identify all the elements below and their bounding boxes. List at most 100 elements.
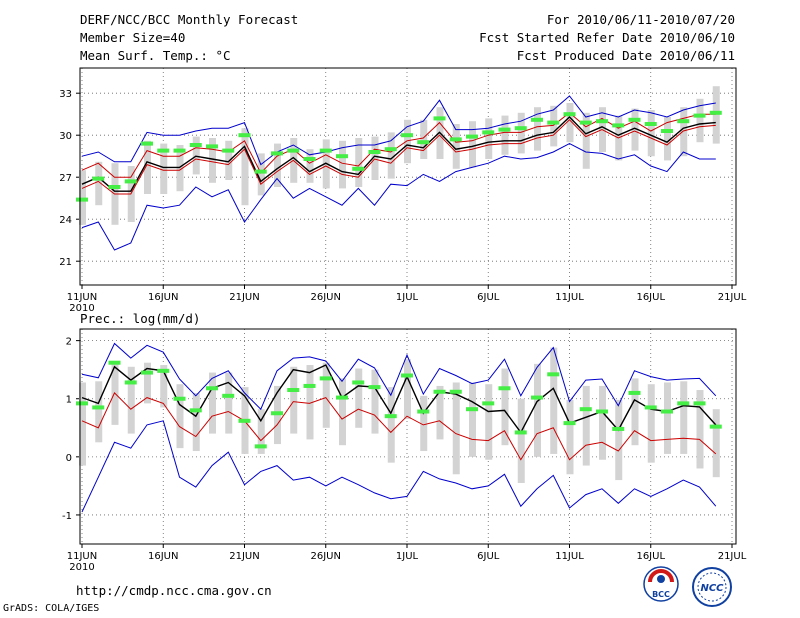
x-tick-label: 1JUL — [396, 551, 419, 562]
observed-marker — [124, 179, 137, 184]
observed-marker — [709, 424, 722, 429]
precipitation-panel: -1 0 1 2 11JUN 16JUN 21JUN 26JUN 1JUL 6JUL 11JUL 16… — [62, 328, 747, 573]
spread-box — [517, 398, 525, 483]
y-tick-label: 33 — [59, 89, 72, 100]
spread-box — [452, 382, 460, 475]
spread-box — [225, 372, 233, 434]
plot-frame — [79, 328, 737, 545]
observed-marker — [563, 421, 576, 426]
observed-marker — [661, 129, 673, 133]
observed-marker — [628, 117, 641, 122]
x-tick-label: 6JUL — [477, 551, 500, 562]
spread-box — [95, 381, 103, 443]
observed-marker — [141, 370, 153, 375]
observed-marker — [157, 148, 170, 153]
spread-box — [680, 381, 688, 454]
spread-box — [371, 136, 379, 180]
observed-marker — [384, 147, 397, 152]
min-line — [81, 420, 717, 513]
spread-box — [647, 384, 655, 463]
spread-box — [160, 365, 168, 408]
chart-title: DERF/NCC/BCC Monthly Forecast — [80, 12, 299, 27]
observed-marker — [206, 386, 218, 391]
spread-box — [241, 128, 249, 206]
observed-marker — [466, 134, 478, 139]
observed-marker — [547, 372, 560, 377]
observed-marker — [157, 368, 170, 373]
max-line — [81, 95, 716, 166]
bcc-logo: BCC — [643, 566, 679, 602]
x-tick-label: 1JUL — [396, 292, 419, 303]
observed-marker — [449, 389, 462, 394]
spread-box — [111, 363, 119, 425]
observed-marker — [514, 126, 527, 131]
observed-marker — [368, 150, 381, 154]
spread-box — [712, 409, 720, 478]
spread-box — [631, 378, 639, 446]
observed-marker — [579, 120, 592, 125]
spread-box — [176, 145, 184, 192]
spread-box — [534, 107, 541, 151]
spread-box — [339, 378, 346, 446]
observed-marker — [547, 120, 560, 125]
x-tick-label: 21JUN — [229, 292, 259, 303]
mean-line — [81, 116, 716, 192]
y-tick-label: -1 — [62, 511, 72, 522]
spread-box — [404, 119, 411, 164]
forecast-period-label: For 2010/06/11-2010/07/20 — [546, 12, 735, 27]
spread-box — [306, 149, 314, 183]
observed-marker — [531, 395, 543, 400]
y-tick-label: 2 — [66, 337, 72, 348]
y-tick-label: 27 — [59, 173, 72, 184]
observed-marker — [173, 396, 186, 401]
x-tick-label: 16JUN — [148, 292, 178, 303]
x-tick-label: 21JUL — [718, 292, 747, 303]
spread-box — [404, 359, 411, 420]
spread-box — [95, 161, 103, 206]
observed-marker — [189, 408, 202, 413]
forecast-started-label: Fcst Started Refer Date 2010/06/10 — [479, 30, 735, 45]
observed-marker — [108, 185, 121, 189]
observed-marker — [563, 112, 576, 117]
prec-variable-label: Prec.: log(mm/d) — [80, 311, 201, 326]
x-tick-label: 6JUL — [477, 292, 500, 303]
spread-box — [306, 365, 314, 440]
observed-marker — [368, 385, 381, 390]
footer-url[interactable]: http://cmdp.ncc.cma.gov.cn — [76, 583, 272, 598]
observed-marker — [433, 389, 446, 394]
spread-box — [517, 112, 525, 154]
observed-marker — [693, 401, 706, 406]
spread-box — [696, 390, 704, 469]
spread-box — [144, 140, 151, 194]
spread-box — [469, 121, 476, 168]
plot-frame — [79, 67, 737, 286]
spread-box — [631, 108, 639, 151]
spread-box — [420, 395, 428, 452]
year-label: 2010 — [69, 562, 94, 573]
observed-marker — [612, 426, 625, 431]
spread-box — [257, 409, 265, 454]
observed-marker — [287, 148, 300, 153]
spread-box — [209, 372, 216, 434]
spread-box — [680, 107, 688, 157]
x-tick-label: 11JUN — [67, 551, 97, 562]
observed-marker — [319, 376, 332, 381]
observed-marker — [417, 409, 430, 414]
x-tick-label: 16JUL — [636, 551, 665, 562]
spread-box — [387, 132, 395, 179]
observed-marker — [352, 166, 365, 171]
observed-marker — [271, 151, 283, 156]
spread-box — [371, 369, 379, 434]
observed-marker — [303, 383, 316, 388]
observed-marker — [222, 148, 235, 153]
observed-marker — [336, 154, 348, 159]
spread-box — [339, 140, 346, 189]
spread-box — [485, 118, 493, 159]
spread-box — [192, 392, 200, 452]
spread-box — [599, 385, 606, 460]
x-tick-label: 21JUN — [229, 551, 259, 562]
observed-marker — [661, 409, 673, 414]
spread-box — [290, 366, 298, 434]
observed-marker — [254, 444, 267, 449]
spread-box — [387, 387, 395, 463]
